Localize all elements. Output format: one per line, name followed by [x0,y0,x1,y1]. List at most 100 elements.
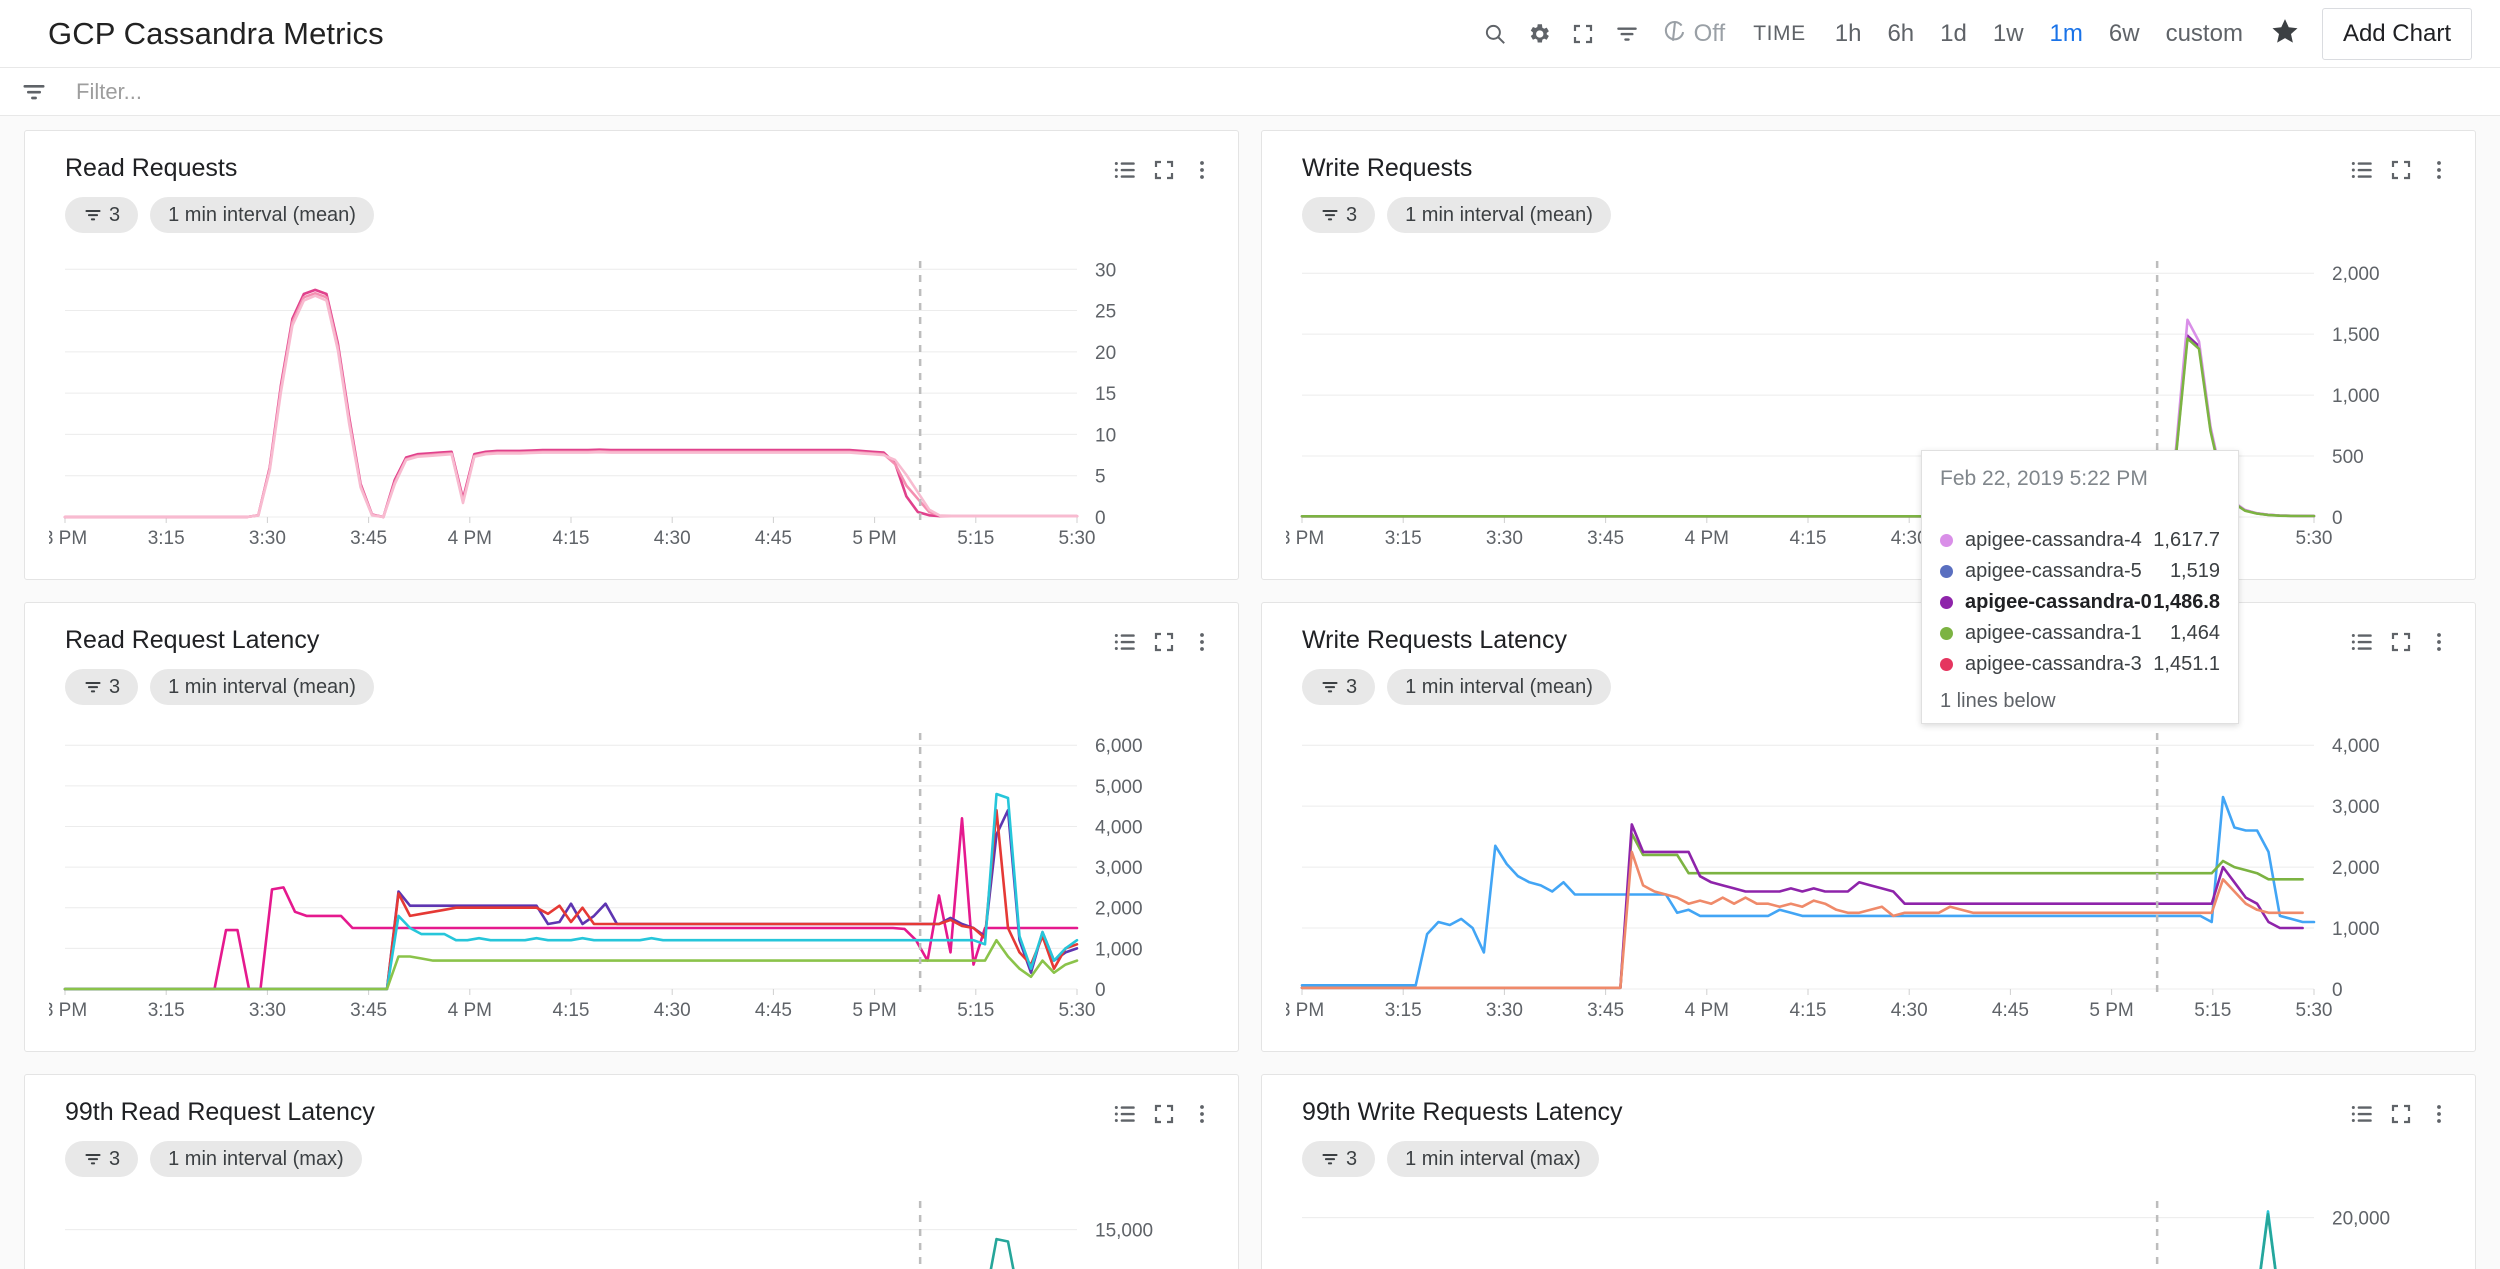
range-btn-1h[interactable]: 1h [1834,19,1862,47]
svg-text:3 PM: 3 PM [1286,528,1324,549]
expand-icon[interactable] [1152,630,1176,654]
range-btn-1w[interactable]: 1w [1992,19,2024,47]
search-icon[interactable] [1473,12,1517,56]
add-chart-button[interactable]: Add Chart [2321,7,2472,60]
filter-icon [1320,1149,1340,1169]
chart-card-actions [1112,157,1214,183]
svg-text:3 PM: 3 PM [1286,1000,1324,1021]
chart-card-actions [1112,629,1214,655]
chart-chip-0[interactable]: 3 [65,669,139,705]
filter-icon[interactable] [1605,12,1649,56]
svg-text:3 PM: 3 PM [49,1000,87,1021]
svg-text:4:15: 4:15 [553,528,590,549]
chart-chip-1[interactable]: 1 min interval (mean) [150,669,374,705]
tooltip-series-name: apigee-cassandra-4 [1965,529,2142,551]
chart-chip-0[interactable]: 3 [65,1141,139,1177]
chart-card-write-requests: Write Requests 3 1 min interval (mean) 0… [1261,130,2476,580]
legend-list-icon[interactable] [2349,629,2375,655]
series-color-dot [1940,627,1953,640]
svg-text:5 PM: 5 PM [852,1000,896,1021]
legend-list-icon[interactable] [2349,157,2375,183]
tooltip-series-name: apigee-cassandra-5 [1965,560,2142,582]
chart-plot-write-requests-latency[interactable]: 0 1,000 2,000 3,000 4,000 3 PM 3:15 3:30 3:45 4 P… [1286,723,2475,1023]
tooltip-row: apigee-cassandra-1 1,464 [1922,618,2238,649]
svg-text:4:30: 4:30 [1891,528,1928,549]
svg-text:25: 25 [1095,302,1116,323]
search-input[interactable] [58,77,2500,106]
chart-card-read-request-latency: Read Request Latency 3 1 min interval (m… [24,602,1239,1052]
more-vert-icon[interactable] [1190,158,1214,182]
expand-icon[interactable] [1152,158,1176,182]
svg-text:6,000: 6,000 [1095,736,1143,757]
series-color-dot [1940,565,1953,578]
svg-text:4:45: 4:45 [755,528,792,549]
chart-title: Read Request Latency [65,626,320,654]
chart-chip-0[interactable]: 3 [65,197,139,233]
legend-list-icon[interactable] [2349,1101,2375,1127]
more-vert-icon[interactable] [2427,158,2451,182]
tooltip-series-value: 1,617.7 [2153,529,2220,551]
tooltip-series-name: apigee-cassandra-0 [1965,591,2152,613]
range-btn-custom[interactable]: custom [2165,19,2243,47]
chart-plot-p99-write-requests-latency[interactable]: 20,000 [1286,1191,2475,1269]
more-vert-icon[interactable] [2427,1102,2451,1126]
chart-chip-1[interactable]: 1 min interval (mean) [1387,669,1611,705]
chart-chips: 3 1 min interval (max) [25,1127,1238,1177]
svg-text:3:15: 3:15 [148,1000,185,1021]
svg-text:5:15: 5:15 [957,528,994,549]
range-btn-6h[interactable]: 6h [1887,19,1915,47]
expand-icon[interactable] [2389,630,2413,654]
header-toolbar: Off TIME 1h 6h 1d 1w 1m 6w custom Add Ch… [1473,7,2472,60]
svg-text:5:30: 5:30 [2296,528,2333,549]
chart-plot-write-requests[interactable]: 0 500 1,000 1,500 2,000 3 PM 3:15 3:30 3:45 4 PM 4… [1286,251,2475,551]
legend-list-icon[interactable] [1112,1101,1138,1127]
refresh-toggle[interactable]: Off [1661,18,1725,49]
star-icon[interactable] [2270,16,2300,51]
svg-text:4 PM: 4 PM [448,528,492,549]
chart-card-actions [2349,157,2451,183]
filter-icon[interactable] [10,68,58,116]
tooltip-row: apigee-cassandra-5 1,519 [1922,556,2238,587]
chart-chip-0[interactable]: 3 [1302,669,1376,705]
chart-chip-1[interactable]: 1 min interval (mean) [150,197,374,233]
range-btn-1m[interactable]: 1m [2049,19,2083,47]
svg-text:20,000: 20,000 [2332,1209,2390,1230]
svg-text:4 PM: 4 PM [1685,528,1729,549]
chart-plot-read-request-latency[interactable]: 0 1,000 2,000 3,000 4,000 5,000 6,000 3 PM 3:15 3… [49,723,1238,1023]
legend-list-icon[interactable] [1112,629,1138,655]
chart-chip-1[interactable]: 1 min interval (mean) [1387,197,1611,233]
chart-card-actions [2349,1101,2451,1127]
expand-icon[interactable] [2389,158,2413,182]
chart-plot-read-requests[interactable]: 0 5 10 15 20 25 30 3 PM 3:15 3:30 3:45 4 PM 4:15 4:30… [49,251,1238,551]
chart-plot-p99-read-request-latency[interactable]: 15,000 [49,1191,1238,1269]
fullscreen-icon[interactable] [1561,12,1605,56]
more-vert-icon[interactable] [2427,630,2451,654]
chart-chip-label: 3 [109,1147,121,1170]
chart-chip-0[interactable]: 3 [1302,197,1376,233]
legend-list-icon[interactable] [1112,157,1138,183]
svg-text:10: 10 [1095,425,1116,446]
chart-chip-label: 3 [109,203,121,226]
svg-text:5:30: 5:30 [1059,528,1096,549]
gear-icon[interactable] [1517,12,1561,56]
chart-chips: 3 1 min interval (mean) [1262,183,2475,233]
expand-icon[interactable] [2389,1102,2413,1126]
more-vert-icon[interactable] [1190,1102,1214,1126]
svg-text:2,000: 2,000 [2332,858,2380,879]
range-btn-1d[interactable]: 1d [1940,19,1967,47]
svg-text:2,000: 2,000 [2332,264,2380,285]
chart-card-header: Read Request Latency [25,603,1238,655]
expand-icon[interactable] [1152,1102,1176,1126]
chart-chip-0[interactable]: 3 [1302,1141,1376,1177]
chart-chip-label: 1 min interval (max) [1405,1147,1581,1170]
chart-chip-1[interactable]: 1 min interval (max) [1387,1141,1599,1177]
svg-text:4:30: 4:30 [1891,1000,1928,1021]
more-vert-icon[interactable] [1190,630,1214,654]
svg-text:5: 5 [1095,467,1106,488]
chart-chip-1[interactable]: 1 min interval (max) [150,1141,362,1177]
range-btn-6w[interactable]: 6w [2108,19,2140,47]
time-label: TIME [1753,21,1806,45]
svg-text:3:15: 3:15 [1385,528,1422,549]
svg-text:4:30: 4:30 [654,1000,691,1021]
